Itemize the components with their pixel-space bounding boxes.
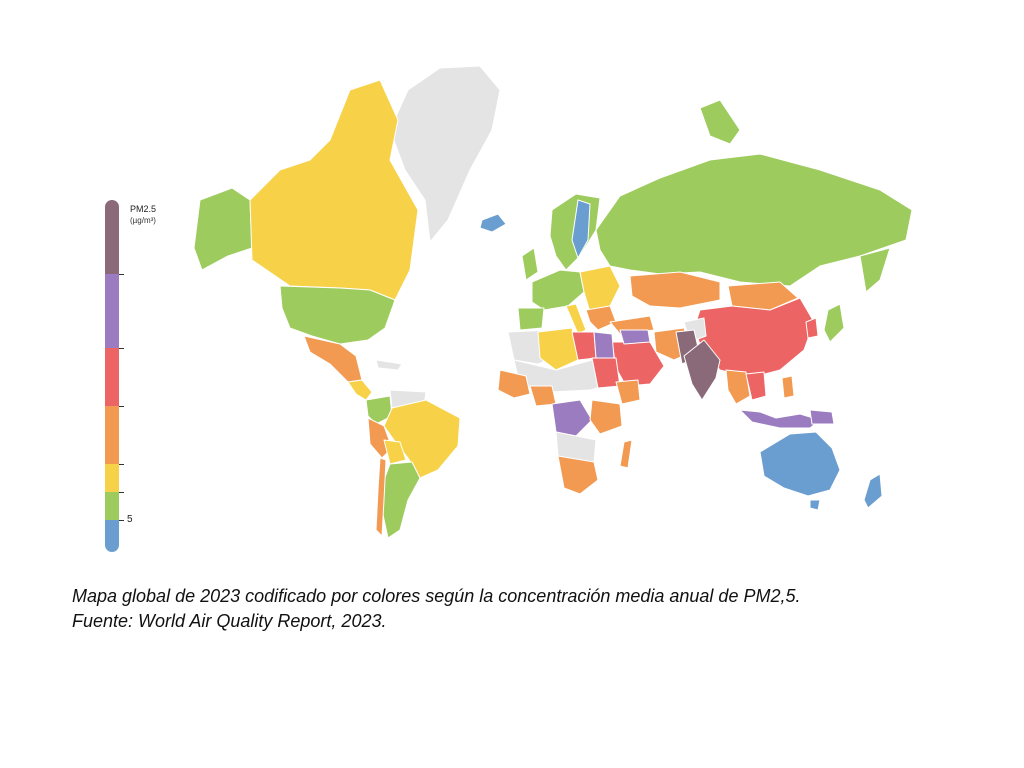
- legend-swatch-red: [105, 348, 119, 406]
- legend-swatch-green: [105, 492, 119, 520]
- region-east-africa: [589, 399, 623, 435]
- region-kazakhstan: [629, 271, 721, 309]
- legend-swatch-brown: [105, 200, 119, 274]
- caption-line-2: Fuente: World Air Quality Report, 2023.: [72, 611, 387, 631]
- region-west-africa: [497, 369, 531, 399]
- legend-tick: [119, 520, 124, 521]
- legend-swatch-yellow: [105, 464, 119, 492]
- region-central-america: [347, 379, 373, 401]
- region-usa: [279, 285, 396, 345]
- region-argentina: [381, 461, 421, 539]
- region-india: [683, 339, 721, 401]
- region-balkans: [585, 305, 617, 331]
- region-mexico: [303, 335, 363, 383]
- legend-swatch-orange: [105, 406, 119, 464]
- region-greenland: [389, 65, 501, 243]
- region-italy: [565, 303, 587, 335]
- legend-tick: [119, 274, 124, 275]
- region-papua: [809, 409, 835, 425]
- region-myanmar-thailand: [725, 369, 751, 405]
- region-western-europe: [531, 269, 585, 311]
- pm25-legend: PM2.5 (µg/m³) 5: [100, 198, 190, 558]
- region-iceland: [479, 213, 507, 233]
- region-brazil: [383, 399, 461, 479]
- legend-swatch-purple: [105, 274, 119, 348]
- region-russia-east: [859, 247, 891, 293]
- region-ethiopia: [615, 379, 641, 405]
- region-uk: [521, 247, 539, 281]
- legend-threshold-label: 5: [127, 514, 133, 525]
- legend-swatch-blue: [105, 520, 119, 552]
- region-madagascar: [619, 439, 633, 469]
- figure-caption: Mapa global de 2023 codificado por color…: [72, 584, 972, 634]
- legend-title: PM2.5: [130, 204, 157, 214]
- region-iberia: [517, 307, 545, 331]
- region-eastern-europe: [579, 265, 621, 313]
- region-caribbean: [375, 359, 403, 371]
- region-japan: [823, 303, 845, 343]
- region-bolivia: [383, 439, 407, 465]
- caption-line-1: Mapa global de 2023 codificado por color…: [72, 586, 801, 606]
- legend-unit: (µg/m³): [130, 216, 156, 225]
- region-alaska: [193, 187, 253, 271]
- legend-tick: [119, 348, 124, 349]
- region-indonesia: [739, 409, 821, 429]
- region-iraq-syria: [619, 329, 651, 345]
- region-southern-africa: [557, 455, 599, 495]
- region-tasmania: [809, 499, 821, 511]
- legend-tick: [119, 464, 124, 465]
- region-indochina: [745, 371, 767, 401]
- region-philippines: [781, 375, 795, 399]
- region-korea: [805, 317, 819, 339]
- region-sweden: [571, 199, 591, 259]
- region-new-zealand: [863, 473, 883, 509]
- region-colombia: [365, 395, 393, 425]
- region-novaya-zemlya: [699, 99, 741, 145]
- region-canada: [249, 79, 419, 301]
- region-algeria: [537, 327, 579, 371]
- legend-tick: [119, 406, 124, 407]
- legend-tick: [119, 492, 124, 493]
- region-chile: [375, 457, 387, 537]
- world-map: [193, 65, 913, 539]
- region-egypt: [593, 331, 615, 359]
- region-nigeria: [529, 385, 557, 407]
- region-central-africa: [551, 399, 593, 437]
- region-australia: [759, 431, 841, 497]
